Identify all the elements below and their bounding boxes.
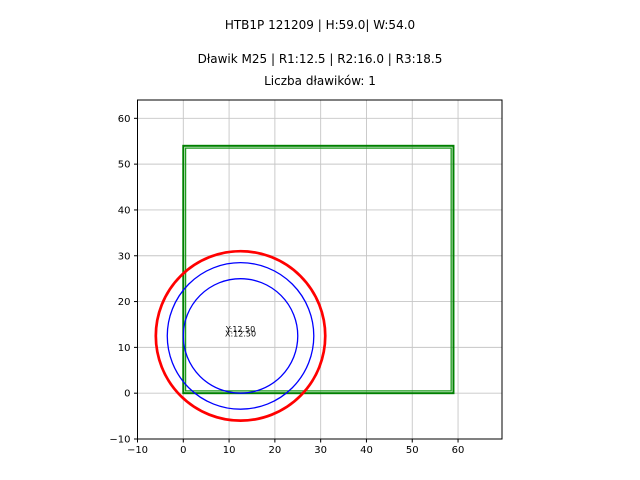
- gland-circle-r3: [154, 249, 327, 422]
- gland-center-x-label: X:12.50: [225, 329, 256, 338]
- y-tick-label: 60: [118, 114, 131, 125]
- gland-center-y-label: Y:12.50: [225, 325, 255, 334]
- y-tick-label: −10: [109, 435, 130, 446]
- axes-title-line2: Liczba dławików: 1: [264, 73, 376, 88]
- axes-frame: [137, 99, 503, 440]
- y-tick-label: 30: [118, 251, 131, 262]
- x-tick-label: 20: [269, 445, 282, 456]
- x-tick-label: 50: [406, 445, 419, 456]
- x-tick-label: 40: [360, 445, 373, 456]
- x-tick-label: 30: [314, 445, 327, 456]
- x-tick-label: −10: [127, 445, 148, 456]
- enclosure-outline-inner: [184, 147, 452, 392]
- x-tick-label: 0: [180, 445, 186, 456]
- y-tick-label: 50: [118, 160, 131, 171]
- gland-circle-r2: [166, 262, 315, 410]
- figure-title: HTB1P 121209 | H:59.0| W:54.0: [224, 18, 416, 32]
- x-tick-label: 10: [223, 445, 236, 456]
- x-tick-label: 60: [452, 445, 465, 456]
- enclosure-outline-outer: [182, 144, 455, 395]
- y-tick-label: 20: [118, 297, 131, 308]
- y-tick-label: 40: [118, 205, 131, 216]
- y-tick-label: 0: [124, 389, 130, 400]
- y-tick-label: 10: [118, 343, 131, 354]
- gland-circle-r1: [182, 278, 299, 394]
- axes-title-line1: Dławik M25 | R1:12.5 | R2:16.0 | R3:18.5: [197, 52, 443, 66]
